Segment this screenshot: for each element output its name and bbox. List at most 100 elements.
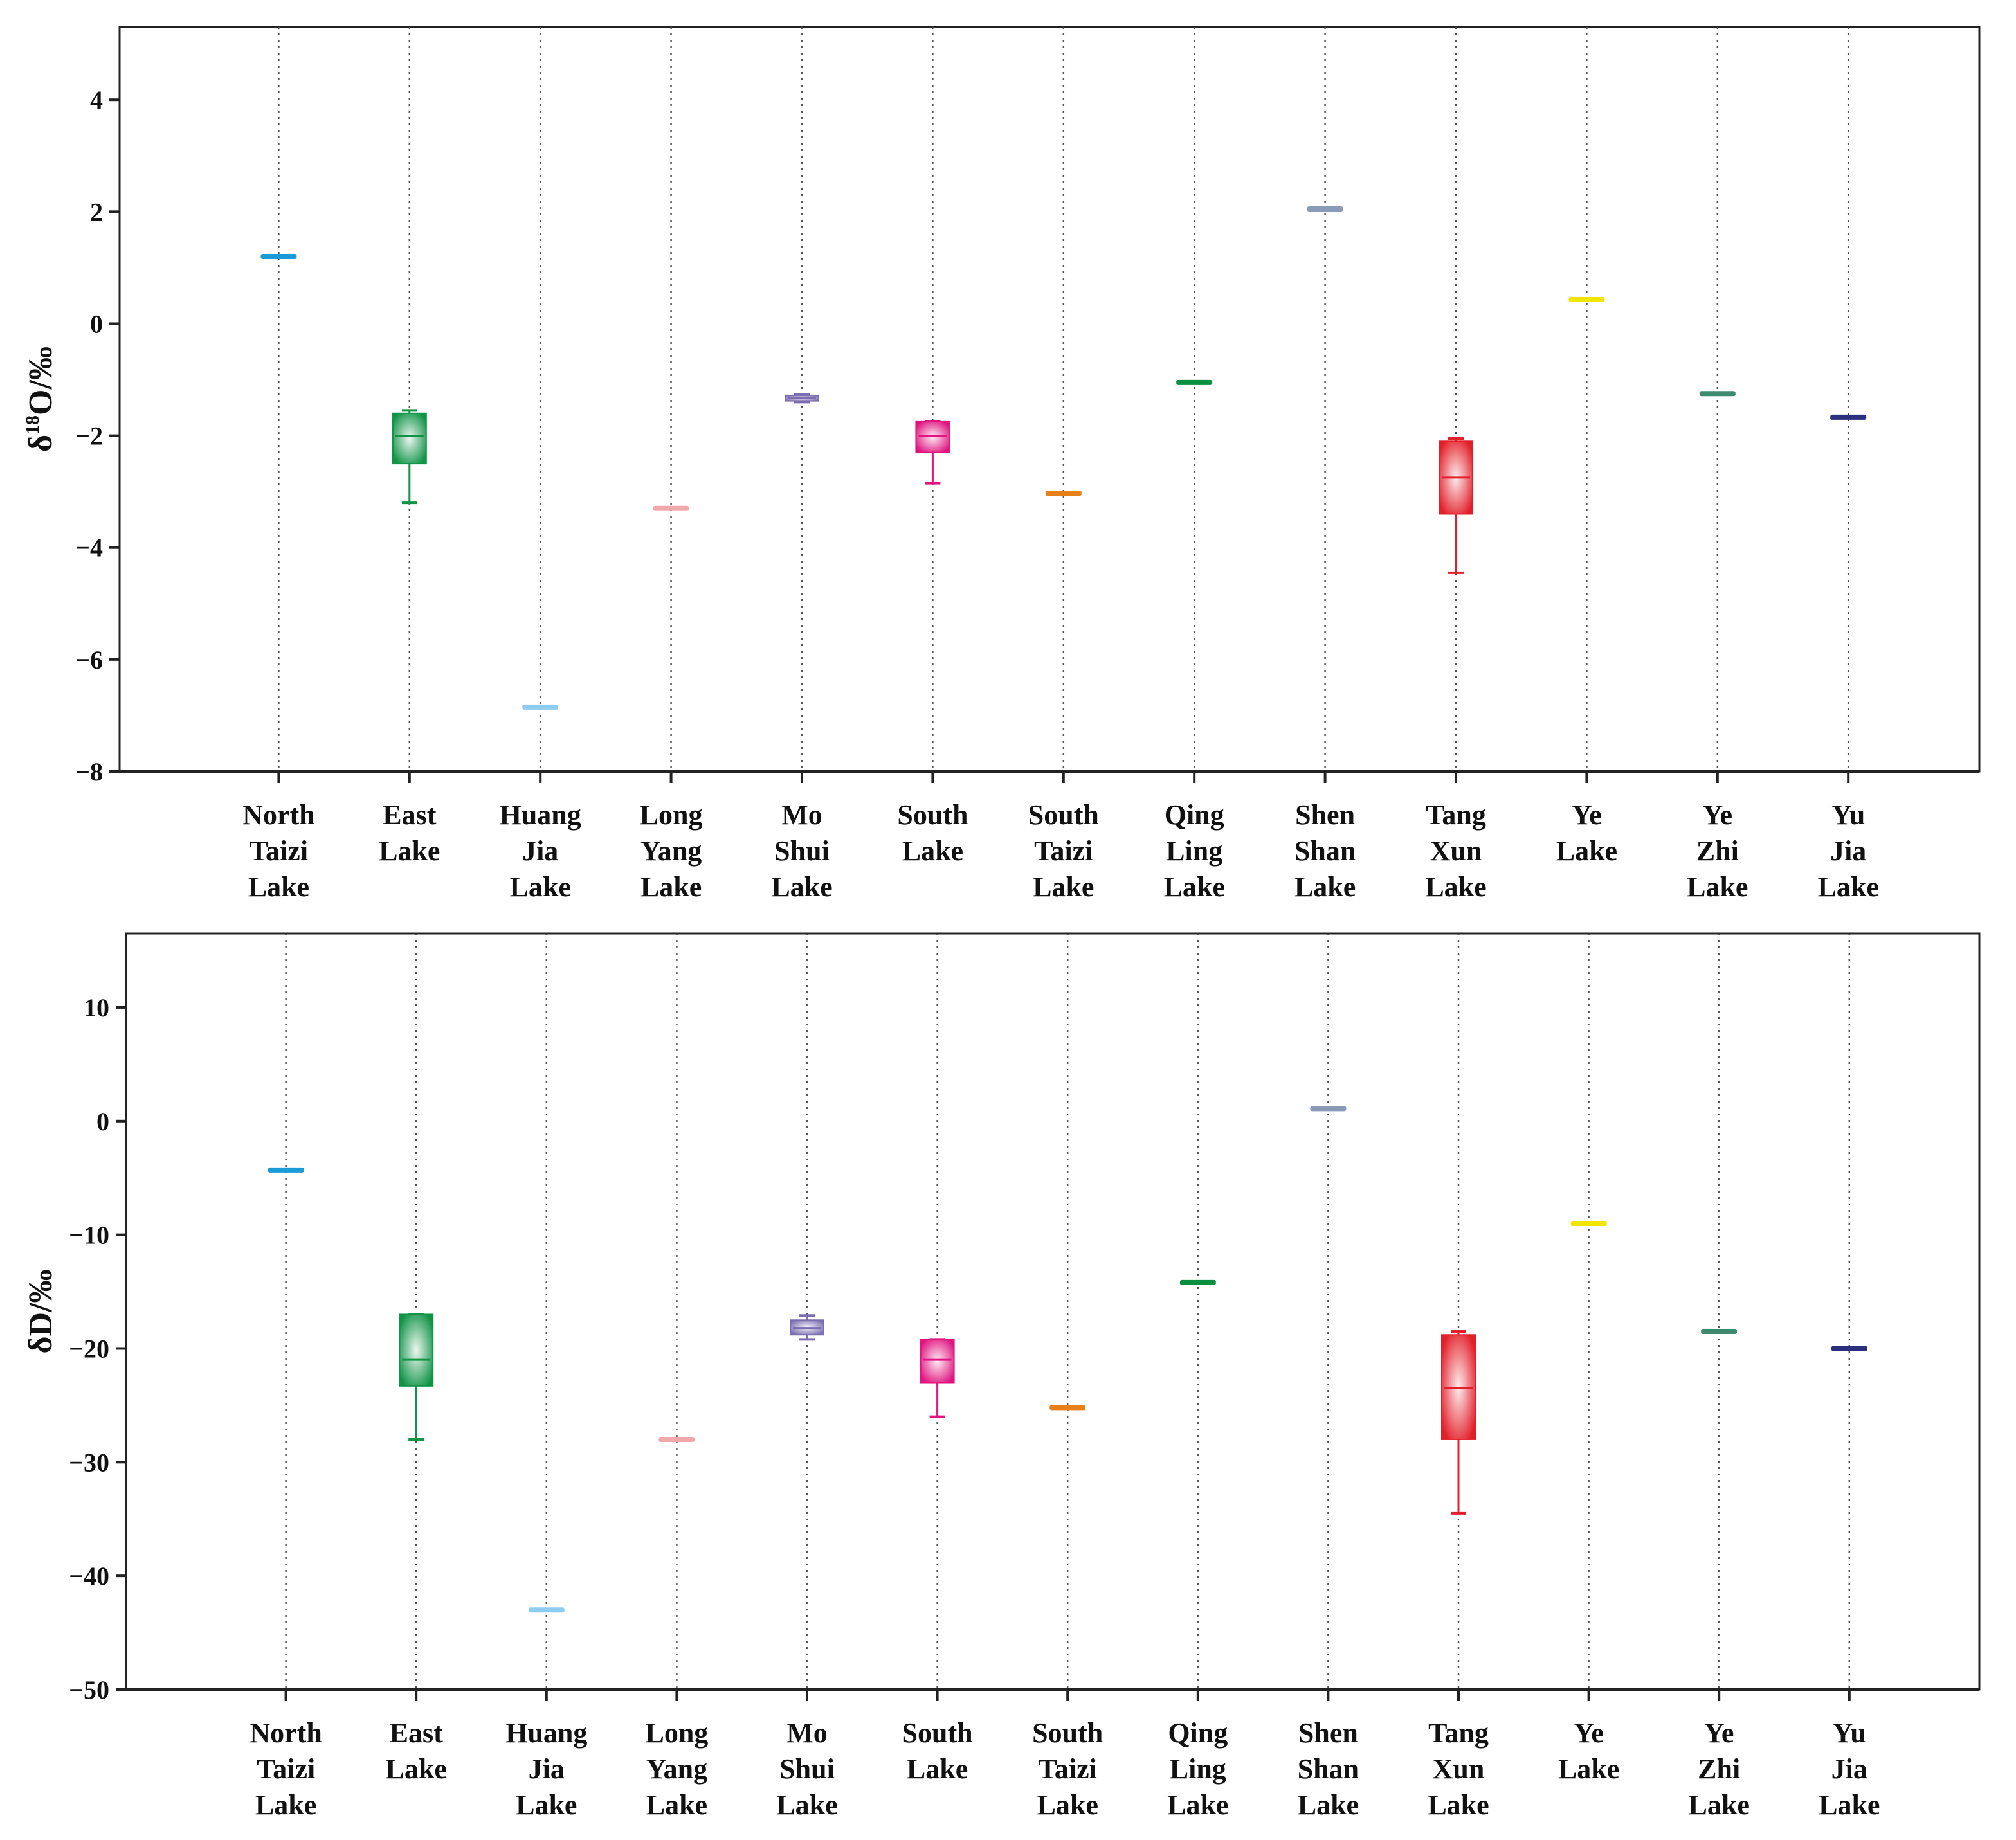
delta-o18-panel: 4 2 0 −2 −4 −6 −8 δ18O/‰ North Taizi Lake East Lake H… (22, 26, 1981, 903)
delta-o18-box-shen-shan-lake (1307, 206, 1343, 212)
delta-d-y-tick-label: −50 (69, 1675, 109, 1704)
delta-d-box-shen-shan-lake (1310, 1106, 1347, 1112)
delta-d-box-south-lake (920, 1338, 955, 1418)
delta-d-x-tick-label-east-lake: East Lake (386, 1717, 447, 1785)
delta-d-box-qing-ling-lake-mark (1179, 1279, 1216, 1285)
delta-o18-x-tick-label-ye-lake: Ye Lake (1556, 799, 1617, 867)
delta-d-box-huang-jia-lake-mark (528, 1607, 565, 1613)
delta-o18-y-axis-title-prefix: δ (23, 435, 59, 452)
delta-d-box-south-taizi-lake-mark (1049, 1405, 1086, 1411)
delta-o18-box-tang-xun-lake (1439, 437, 1473, 574)
delta-o18-box-ye-zhi-lake-mark (1699, 391, 1736, 397)
delta-d-box-east-lake-body (399, 1313, 434, 1387)
delta-o18-box-south-taizi-lake (1045, 491, 1082, 496)
delta-o18-y-axis-title-sup: 18 (22, 415, 43, 435)
delta-d-plot-frame (125, 932, 1981, 1691)
delta-o18-y-axis-title-suffix: O/‰ (23, 347, 59, 415)
delta-d-x-tick-label-south-taizi-lake: South Taizi Lake (1032, 1717, 1103, 1821)
delta-o18-box-ye-lake (1568, 297, 1605, 303)
delta-o18-x-tick-label-south-lake: South Lake (897, 799, 968, 867)
delta-o18-y-axis-title: δ18O/‰ (22, 347, 59, 452)
delta-o18-y-tick-label: −8 (75, 757, 103, 786)
delta-o18-box-south-lake (915, 420, 950, 485)
delta-o18-y-tick-label: −2 (75, 422, 103, 451)
delta-o18-box-yu-jia-lake (1830, 414, 1867, 420)
delta-o18-box-north-taizi-lake (260, 253, 297, 259)
delta-o18-box-north-taizi-lake-mark (260, 253, 297, 259)
delta-o18-x-tick-label-ye-zhi-lake: Ye Zhi Lake (1687, 799, 1748, 903)
delta-o18-x-tick-label-mo-shui-lake: Mo Shui Lake (771, 799, 832, 903)
delta-d-x-tick-label-shen-shan-lake: Shen Shan Lake (1298, 1717, 1359, 1821)
delta-o18-box-huang-jia-lake (522, 704, 559, 710)
delta-o18-y-tick-label: −6 (75, 645, 103, 674)
delta-d-box-long-yang-lake (658, 1436, 695, 1442)
delta-o18-x-tick-label-huang-jia-lake: Huang Jia Lake (500, 799, 581, 903)
delta-d-box-tang-xun-lake (1441, 1330, 1476, 1515)
delta-d-box-ye-lake-mark (1570, 1220, 1607, 1226)
delta-d-box-ye-zhi-lake-mark (1701, 1328, 1738, 1334)
delta-d-y-tick-label: 10 (84, 993, 109, 1022)
delta-d-x-tick-label-tang-xun-lake: Tang Xun Lake (1428, 1717, 1489, 1821)
delta-o18-box-south-lake-body (915, 420, 950, 453)
delta-o18-y-tick-label: 2 (90, 197, 103, 226)
delta-d-x-tick-label-mo-shui-lake: Mo Shui Lake (776, 1717, 837, 1821)
delta-o18-plot-frame (118, 26, 1981, 773)
delta-o18-box-qing-ling-lake-mark (1176, 379, 1213, 385)
delta-o18-box-long-yang-lake-mark (653, 505, 689, 511)
delta-d-box-shen-shan-lake-mark (1310, 1106, 1347, 1112)
delta-d-x-tick-label-ye-zhi-lake: Ye Zhi Lake (1689, 1717, 1750, 1821)
delta-o18-x-tick-label-north-taizi-lake: North Taizi Lake (242, 799, 314, 903)
delta-d-box-qing-ling-lake (1179, 1279, 1216, 1285)
delta-d-x-tick-label-yu-jia-lake: Yu Jia Lake (1819, 1717, 1880, 1821)
delta-d-box-long-yang-lake-mark (658, 1436, 695, 1442)
delta-d-x-tick-label-south-lake: South Lake (902, 1717, 973, 1785)
delta-d-box-huang-jia-lake (528, 1607, 565, 1613)
delta-o18-y-tick-label: 4 (90, 86, 103, 114)
delta-o18-x-tick-label-east-lake: East Lake (379, 799, 440, 867)
delta-d-box-tang-xun-lake-body (1441, 1334, 1476, 1440)
delta-d-x-tick-label-huang-jia-lake: Huang Jia Lake (505, 1717, 587, 1821)
delta-d-y-tick-label: −10 (69, 1221, 109, 1250)
delta-d-y-tick-label: −40 (69, 1562, 109, 1591)
delta-d-box-mo-shui-lake (790, 1314, 824, 1341)
delta-d-x-tick-label-north-taizi-lake: North Taizi Lake (250, 1717, 322, 1821)
delta-d-y-axis-title-prefix: δD/‰ (23, 1270, 59, 1354)
delta-d-box-south-taizi-lake (1049, 1405, 1086, 1411)
delta-d-panel: 10 0 −10 −20 −30 −40 −50 δD/‰ North Taizi Lake East… (23, 932, 1981, 1821)
delta-o18-box-ye-lake-mark (1568, 297, 1605, 303)
delta-o18-box-shen-shan-lake-mark (1307, 206, 1343, 212)
delta-o18-box-ye-zhi-lake (1699, 391, 1736, 397)
delta-o18-x-tick-label-qing-ling-lake: Qing Ling Lake (1164, 799, 1225, 903)
delta-d-x-tick-label-long-yang-lake: Long Yang Lake (645, 1717, 708, 1821)
delta-o18-y-tick-label: 0 (90, 309, 103, 338)
delta-d-y-tick-label: 0 (96, 1107, 109, 1136)
delta-o18-box-qing-ling-lake (1176, 379, 1213, 385)
delta-o18-x-tick-label-shen-shan-lake: Shen Shan Lake (1294, 799, 1356, 903)
delta-o18-box-yu-jia-lake-mark (1830, 414, 1867, 420)
delta-o18-box-long-yang-lake (653, 505, 689, 511)
delta-o18-box-east-lake-body (392, 412, 427, 465)
delta-d-box-north-taizi-lake-mark (268, 1167, 304, 1173)
delta-d-y-tick-label: −20 (69, 1334, 109, 1363)
delta-o18-x-tick-label-yu-jia-lake: Yu Jia Lake (1818, 799, 1879, 903)
delta-d-box-ye-lake (1570, 1220, 1607, 1226)
delta-o18-box-east-lake (392, 409, 427, 505)
delta-o18-x-tick-label-long-yang-lake: Long Yang Lake (640, 799, 703, 903)
delta-d-box-east-lake (399, 1313, 434, 1441)
delta-d-box-ye-zhi-lake (1701, 1328, 1738, 1334)
delta-o18-x-tick-label-tang-xun-lake: Tang Xun Lake (1425, 799, 1486, 903)
delta-d-y-tick-label: −30 (69, 1448, 109, 1477)
delta-o18-y-tick-label: −4 (75, 534, 103, 563)
delta-d-box-yu-jia-lake (1831, 1346, 1867, 1351)
delta-d-x-tick-label-qing-ling-lake: Qing Ling Lake (1167, 1717, 1228, 1821)
delta-o18-x-tick-label-south-taizi-lake: South Taizi Lake (1028, 799, 1099, 903)
delta-d-box-south-lake-body (920, 1339, 955, 1384)
delta-o18-box-huang-jia-lake-mark (522, 704, 559, 710)
delta-o18-box-mo-shui-lake (785, 393, 819, 404)
delta-o18-box-south-taizi-lake-mark (1045, 491, 1082, 496)
delta-d-y-axis-title: δD/‰ (23, 1270, 59, 1354)
delta-d-box-yu-jia-lake-mark (1831, 1346, 1867, 1351)
delta-d-x-tick-label-ye-lake: Ye Lake (1558, 1717, 1619, 1785)
delta-d-box-north-taizi-lake (268, 1167, 304, 1173)
